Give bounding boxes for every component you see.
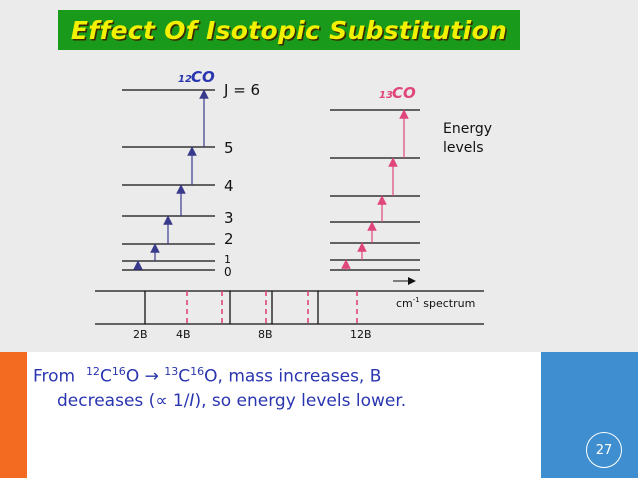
left-molecule-formula: CO (191, 68, 215, 86)
axis-label-4b: 4B (176, 328, 191, 341)
right-molecule-mass: 13 (379, 90, 393, 101)
level-label-3: 3 (224, 209, 234, 227)
right-molecule-formula: CO (392, 84, 416, 102)
level-label-0: 0 (224, 265, 232, 279)
caption-line-2: decreases (∝ 1/I), so energy levels lowe… (57, 390, 407, 411)
spectrum-strip (95, 290, 484, 325)
level-labels: 0 1 2 3 4 5 J = 6 (223, 81, 260, 279)
caption-panel (27, 352, 541, 478)
page-number: 27 (586, 432, 622, 468)
level-label-2: 2 (224, 230, 234, 248)
accent-bar-orange (0, 352, 27, 478)
caption-text: From 12C16O → 13C16O, mass increases, B … (33, 360, 533, 413)
title-banner: Effect Of Isotopic Substitution (58, 10, 520, 50)
left-transition-arrows (133, 89, 209, 270)
level-label-6: J = 6 (223, 81, 260, 99)
level-label-1: 1 (224, 253, 231, 266)
energy-label-line2: levels (443, 140, 484, 156)
left-molecule-mass: 12 (178, 74, 192, 85)
axis-label-2b: 2B (133, 328, 148, 341)
axis-label-12b: 12B (350, 328, 372, 341)
level-label-5: 5 (224, 139, 234, 157)
slide-content-area (0, 0, 638, 352)
right-transition-arrows (341, 109, 409, 270)
slide-title: Effect Of Isotopic Substitution (70, 15, 508, 45)
spectrum-label: cm-1 spectrum (396, 296, 475, 310)
axis-label-8b: 8B (258, 328, 273, 341)
right-energy-levels (330, 109, 420, 271)
energy-level-diagram: 12 CO 13 CO 0 1 2 3 4 5 J = 6 (95, 68, 492, 341)
energy-label-line1: Energy (443, 121, 492, 137)
caption-line-1: From 12C16O → 13C16O, mass increases, B (33, 365, 382, 387)
spectrum-axis-labels: 2B 4B 8B 12B (133, 328, 372, 341)
level-label-4: 4 (224, 177, 234, 195)
